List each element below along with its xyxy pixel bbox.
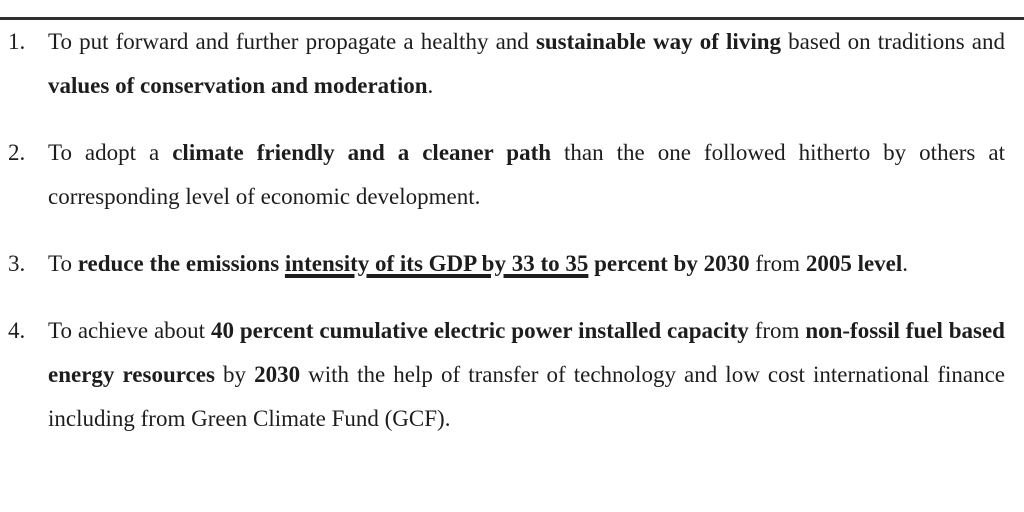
text-segment: intensity of its GDP by 33 to 35 (284, 251, 589, 276)
text-segment: with the help of transfer of technology … (48, 362, 1005, 431)
text-segment: values of conservation and moderation (48, 73, 428, 98)
text-segment: . (902, 251, 909, 276)
list-item: 3. To reduce the emissions intensity of i… (8, 242, 1005, 286)
text-segment: 2005 level (805, 251, 903, 276)
text-segment: sustainable way of living (535, 29, 781, 54)
text-segment: reduce the emissions (77, 251, 285, 276)
text-segment: non-fossil fuel based energy resources (48, 318, 1005, 387)
text-segment: 2030 (254, 362, 301, 387)
text-segment: based on traditions and (781, 29, 1005, 54)
text-segment: than the one followed hitherto by others… (48, 140, 1005, 209)
item-text: To reduce the emissions intensity of its… (48, 242, 1005, 286)
top-rule (0, 17, 1024, 20)
goals-list: 1. To put forward and further propagate a… (0, 20, 1024, 441)
text-segment: percent by 2030 (588, 251, 750, 276)
text-segment: To adopt a (48, 140, 173, 165)
text-segment: To put forward and further propagate a h… (48, 29, 536, 54)
text-segment: climate friendly and a cleaner path (172, 140, 552, 165)
list-item: 2. To adopt a climate friendly and a clea… (8, 131, 1005, 219)
text-segment: by (214, 362, 255, 387)
item-number: 3. (8, 251, 26, 276)
item-text: To achieve about 40 percent cumulative e… (48, 309, 1005, 441)
text-segment: from (749, 251, 806, 276)
list-item: 4. To achieve about 40 percent cumulative… (8, 309, 1005, 441)
text-segment: . (427, 73, 434, 98)
item-number: 4. (8, 318, 26, 343)
item-number: 2. (8, 140, 26, 165)
text-segment: To (48, 251, 78, 276)
text-segment: 40 percent cumulative electric power ins… (210, 318, 749, 343)
document-page: 1. To put forward and further propagate a… (0, 17, 1024, 512)
item-text: To adopt a climate friendly and a cleane… (48, 131, 1005, 219)
item-number: 1. (8, 29, 26, 54)
text-segment: from (748, 318, 806, 343)
text-segment: To achieve about (48, 318, 211, 343)
list-item: 1. To put forward and further propagate a… (8, 20, 1005, 108)
item-text: To put forward and further propagate a h… (48, 20, 1005, 108)
